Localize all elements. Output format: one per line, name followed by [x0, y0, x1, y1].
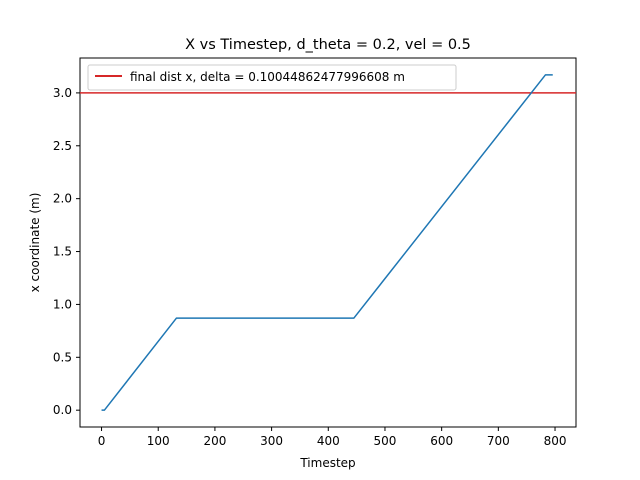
x-tick-label: 600 [430, 434, 453, 448]
legend-label-final-dist: final dist x, delta = 0.1004486247799660… [130, 70, 405, 84]
x-axis-ticks: 0 100 200 300 400 500 600 700 800 [98, 427, 567, 448]
x-tick-label: 500 [374, 434, 397, 448]
y-axis-ticks: 0.0 0.5 1.0 1.5 2.0 2.5 3.0 [53, 86, 80, 417]
plot-area [79, 57, 577, 428]
legend-box [87, 64, 457, 91]
x-axis-label: Timestep [299, 456, 355, 470]
chart-title: X vs Timestep, d_theta = 0.2, vel = 0.5 [185, 37, 471, 53]
y-tick-label: 1.0 [53, 297, 72, 311]
y-tick-label: 2.5 [53, 139, 72, 153]
x-tick-label: 100 [147, 434, 170, 448]
y-axis-label: x coordinate (m) [28, 193, 42, 293]
x-tick-label: 300 [260, 434, 283, 448]
y-tick-label: 2.0 [53, 192, 72, 206]
x-tick-label: 800 [544, 434, 567, 448]
series-layer [80, 74, 576, 411]
x-tick-label: 200 [203, 434, 226, 448]
x-tick-label: 0 [98, 434, 106, 448]
x-tick-label: 700 [487, 434, 510, 448]
legend: final dist x, delta = 0.1004486247799660… [87, 64, 457, 91]
y-tick-label: 1.5 [53, 245, 72, 259]
series-line-0 [101, 74, 553, 411]
y-tick-label: 0.5 [53, 350, 72, 364]
x-tick-label: 400 [317, 434, 340, 448]
y-tick-label: 0.0 [53, 403, 72, 417]
plot-frame [79, 57, 577, 428]
y-tick-label: 3.0 [53, 86, 72, 100]
